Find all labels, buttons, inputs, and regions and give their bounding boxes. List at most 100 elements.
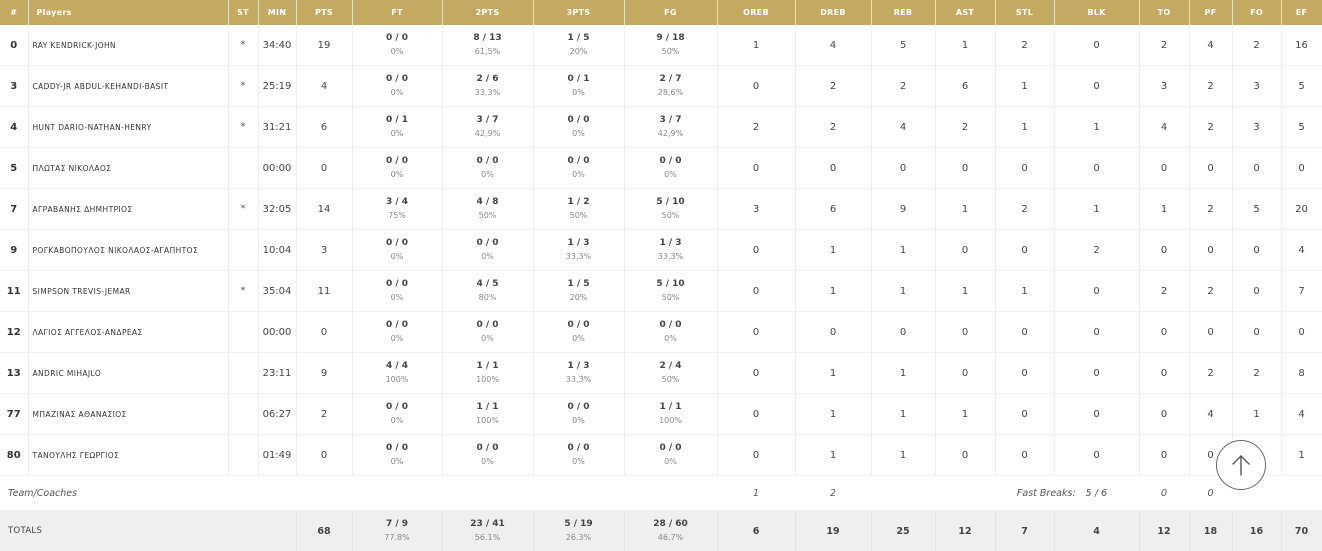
reb-cell: 9 [871,189,935,230]
three-pts-cell-made: 1 / 3 [534,237,624,250]
fg-cell-pct: 28,6% [625,86,717,99]
to-cell: 2 [1139,271,1189,312]
reb-cell: 2 [871,66,935,107]
ft-cell-made: 0 / 0 [353,319,442,332]
col-header-hash[interactable]: # [0,0,28,25]
ft-cell-made: 0 / 0 [353,237,442,250]
col-header-reb[interactable]: REB [871,0,935,25]
col-header-pts[interactable]: PTS [296,0,352,25]
ef-cell: 16 [1281,25,1322,66]
points: 0 [296,435,352,476]
reb-cell: 0 [871,148,935,189]
player-name[interactable]: ΜΠΑΖΙΝΑΣ ΑΘΑΝΑΣΙΟΣ [28,394,228,435]
totals-ft-made: 7 / 9 [353,518,442,531]
col-header-3pts[interactable]: 3PTS [533,0,624,25]
player-name[interactable]: RAY KENDRICK-JOHN [28,25,228,66]
ft-cell-pct: 0% [353,291,442,304]
col-header-ft[interactable]: FT [352,0,442,25]
col-header-stl[interactable]: STL [995,0,1054,25]
col-header-to[interactable]: TO [1139,0,1189,25]
starter-mark [228,353,258,394]
stl-cell: 0 [995,230,1054,271]
player-number: 13 [0,353,28,394]
player-name[interactable]: ANDRIC MIHAJLO [28,353,228,394]
stl-cell: 0 [995,353,1054,394]
minutes: 31:21 [258,107,296,148]
ft-cell-made: 0 / 0 [353,442,442,455]
oreb-cell: 1 [717,25,795,66]
player-name[interactable]: ΤΑΝΟΥΛΗΣ ΓΕΩΡΓΙΟΣ [28,435,228,476]
ft-cell-made: 0 / 0 [353,155,442,168]
col-header-blk[interactable]: BLK [1054,0,1139,25]
col-header-players[interactable]: Players [28,0,228,25]
player-name[interactable]: HUNT DARIO-NATHAN-HENRY [28,107,228,148]
player-name[interactable]: SIMPSON TREVIS-JEMAR [28,271,228,312]
col-header-ast[interactable]: AST [935,0,995,25]
dreb-cell: 1 [795,230,871,271]
points: 0 [296,312,352,353]
scroll-to-top-button[interactable] [1216,440,1266,490]
player-name[interactable]: CADDY-JR ABDUL-KEHANDI-BASIT [28,66,228,107]
player-name[interactable]: ΛΑΓΙΟΣ ΑΓΓΕΛΟΣ-ΑΝΔΡΕΑΣ [28,312,228,353]
blk-cell: 0 [1054,312,1139,353]
to-cell: 0 [1139,148,1189,189]
col-header-fg[interactable]: FG [624,0,717,25]
two-pts-cell-pct: 0% [443,250,533,263]
fg-cell-pct: 0% [625,455,717,468]
ast-cell: 1 [935,189,995,230]
totals-fg-pct: 46.7% [625,531,717,544]
col-header-ef[interactable]: EF [1281,0,1322,25]
three-pts-cell-pct: 0% [534,127,624,140]
col-header-pf[interactable]: PF [1189,0,1232,25]
points: 0 [296,148,352,189]
blk-cell: 2 [1054,230,1139,271]
player-name[interactable]: ΑΓΡΑΒΑΝΗΣ ΔΗΜΗΤΡΙΟΣ [28,189,228,230]
dreb-cell: 6 [795,189,871,230]
three-pts-cell-pct: 20% [534,45,624,58]
ast-cell: 2 [935,107,995,148]
three-pts-cell-pct: 20% [534,291,624,304]
totals-ef: 70 [1281,511,1322,551]
three-pts-cell-made: 1 / 5 [534,32,624,45]
ef-cell: 8 [1281,353,1322,394]
totals-three-pts-pct: 26.3% [534,531,624,544]
two-pts-cell-made: 0 / 0 [443,442,533,455]
col-header-oreb[interactable]: OREB [717,0,795,25]
two-pts-cell-made: 1 / 1 [443,401,533,414]
fg-cell-made: 3 / 7 [625,114,717,127]
dreb-cell: 1 [795,394,871,435]
fg-cell-made: 5 / 10 [625,196,717,209]
col-header-fo[interactable]: FO [1232,0,1281,25]
totals-two-pts-pct: 56.1% [443,531,533,544]
totals-to: 12 [1139,511,1189,551]
fo-cell: 2 [1232,25,1281,66]
col-header-min[interactable]: MIN [258,0,296,25]
player-number: 11 [0,271,28,312]
blk-cell: 0 [1054,25,1139,66]
col-header-st[interactable]: ST [228,0,258,25]
col-header-2pts[interactable]: 2PTS [442,0,533,25]
blk-cell: 0 [1054,394,1139,435]
ast-cell: 1 [935,394,995,435]
pf-cell: 4 [1189,25,1232,66]
to-cell: 0 [1139,394,1189,435]
three-pts-cell-made: 0 / 0 [534,155,624,168]
player-name[interactable]: ΡΟΓΚΑΒΟΠΟΥΛΟΣ ΝΙΚΟΛΑΟΣ-ΑΓΑΠΗΤΟΣ [28,230,228,271]
fast-breaks: Fast Breaks:5 / 6 [995,476,1139,511]
col-header-dreb[interactable]: DREB [795,0,871,25]
player-name[interactable]: ΠΛΩΤΑΣ ΝΙΚΟΛΑΟΣ [28,148,228,189]
stl-cell: 1 [995,271,1054,312]
